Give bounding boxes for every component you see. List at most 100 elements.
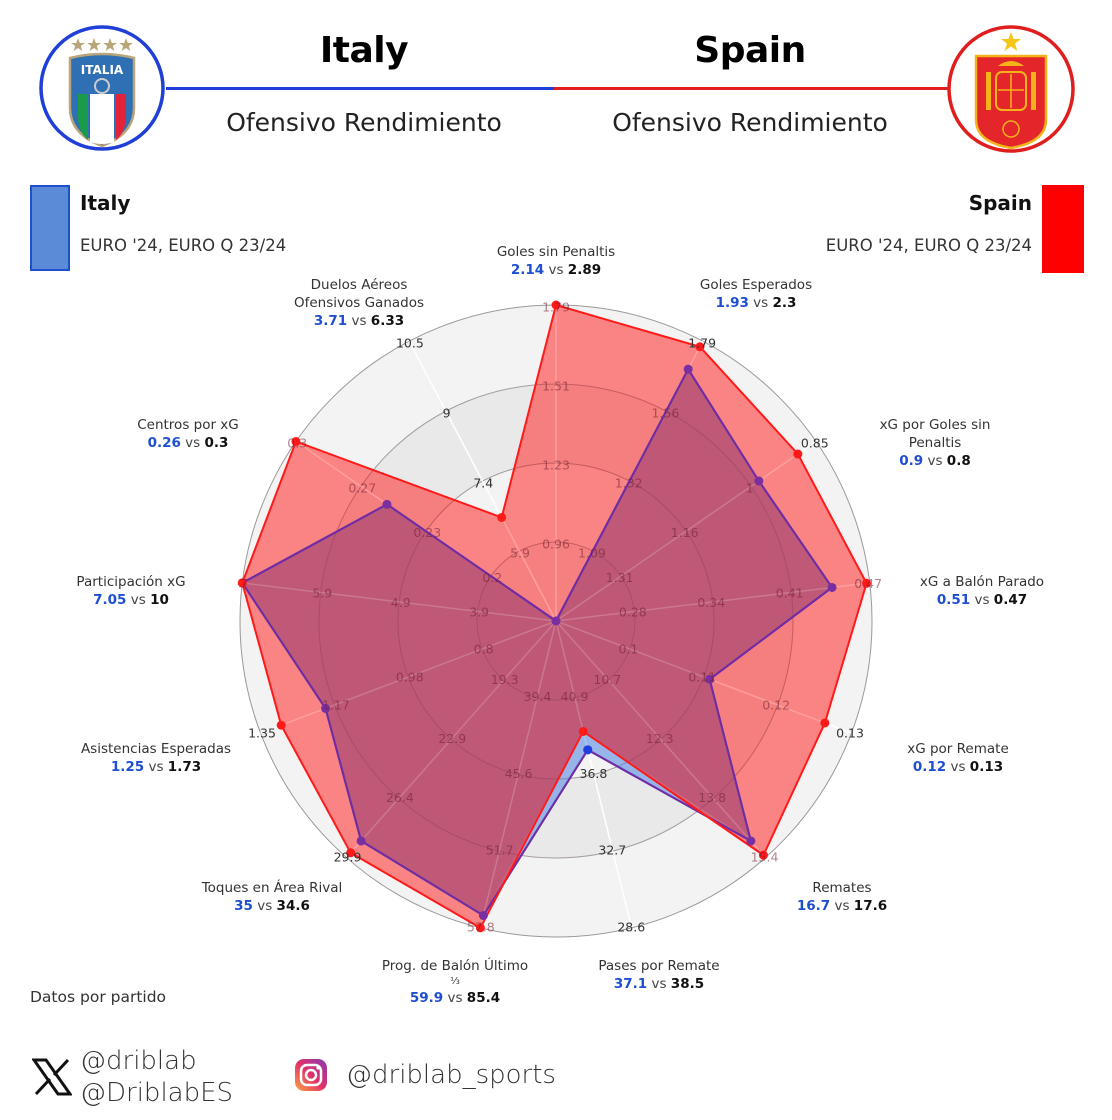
metric-values: 35 vs 34.6 [162, 897, 382, 915]
ring-tick-label: 0.96 [542, 537, 570, 552]
metric-name: Duelos Aéreos [310, 277, 408, 293]
metric-label: xG por Remate 0.12 vs 0.13 [848, 740, 1068, 776]
italy-value: 0.26 [147, 435, 181, 451]
spain-legend-competitions: EURO '24, EURO Q 23/24 [825, 236, 1032, 255]
x-logo-icon [31, 1058, 73, 1096]
ring-tick-label: 1.31 [606, 570, 634, 585]
spain-point [758, 850, 768, 860]
ring-tick-label: 40.9 [561, 689, 589, 704]
vs-text: vs [970, 592, 994, 608]
metric-name: Goles Esperados [699, 277, 813, 293]
spain-point [862, 578, 872, 588]
ring-tick-label: 19.3 [491, 672, 519, 687]
radar-spoke-overlay [555, 620, 852, 734]
vs-text: vs [946, 759, 970, 775]
metric-label: Prog. de Balón Último ⅓ 59.9 vs 85.4 [345, 957, 565, 1007]
ring-tick-label: 0.11 [688, 669, 716, 684]
svg-text:ITALIA: ITALIA [81, 63, 124, 77]
ring-tick-label: 12.3 [646, 731, 674, 746]
ring-tick-label: 0.2 [482, 570, 502, 585]
spain-point [237, 578, 247, 588]
metric-name-line2: Penaltis [908, 435, 962, 451]
italy-point [705, 674, 715, 684]
metric-label: xG a Balón Parado 0.51 vs 0.47 [872, 573, 1092, 609]
instagram-handle[interactable]: @driblab_sports [346, 1060, 556, 1090]
ring-tick-label: 45.6 [505, 766, 533, 781]
vs-text: vs [180, 435, 205, 451]
italy-legend-competitions: EURO '24, EURO Q 23/24 [80, 236, 287, 255]
ring-tick-label: 57.8 [467, 919, 495, 934]
spain-value: 17.6 [853, 898, 888, 914]
ring-tick-label: 15.4 [751, 849, 779, 864]
metric-label: Toques en Área Rival 35 vs 34.6 [162, 879, 382, 915]
ring-tick-label: 10.5 [396, 336, 424, 351]
ring-tick-label: 1.56 [651, 406, 679, 421]
radar-ring-overlay [476, 541, 636, 701]
metric-name: Participación xG [76, 574, 186, 590]
ring-tick-label: 0.41 [776, 586, 804, 601]
spain-value: 2.89 [567, 262, 602, 278]
metric-label: Participación xG 7.05 vs 10 [21, 573, 241, 609]
radar-ring-overlay [397, 462, 715, 780]
italy-crest-icon: ITALIA [39, 25, 165, 151]
spain-point [820, 718, 830, 728]
ring-tick-label: 3.9 [469, 605, 489, 620]
metric-values: 16.7 vs 17.6 [732, 897, 952, 915]
spain-area [242, 305, 867, 928]
metric-values: 0.9 vs 0.8 [825, 452, 1045, 470]
metric-values: 1.93 vs 2.3 [646, 294, 866, 312]
metric-name: xG por Remate [907, 741, 1009, 757]
ring-tick-label: 0.85 [801, 435, 829, 450]
spain-point [793, 449, 803, 459]
spain-value: 1.73 [167, 759, 202, 775]
spain-legend-name: Spain [968, 191, 1032, 215]
vs-text: vs [544, 262, 568, 278]
ring-tick-label: 1.16 [671, 525, 699, 540]
ring-tick-label: 0.12 [762, 697, 790, 712]
italy-crest: ITALIA [38, 24, 166, 152]
metric-name-line2: Ofensivos Ganados [293, 295, 425, 311]
radar-spoke-overlay [345, 620, 557, 859]
spain-point [291, 436, 301, 446]
spain-value: 34.6 [276, 898, 310, 914]
spain-point [551, 300, 561, 310]
metric-values: 0.12 vs 0.13 [848, 758, 1068, 776]
ring-tick-label: 26.4 [386, 790, 414, 805]
ring-tick-label: 36.8 [580, 766, 608, 781]
spain-crest-icon [947, 25, 1075, 153]
metric-values: 0.51 vs 0.47 [872, 591, 1092, 609]
italy-value: 0.12 [912, 759, 947, 775]
per-match-note: Datos por partido [30, 988, 167, 1006]
spain-point [276, 720, 286, 730]
spain-crest [946, 24, 1076, 154]
italy-value: 16.7 [796, 898, 831, 914]
radar-spoke-overlay [479, 620, 557, 928]
metric-label: Asistencias Esperadas 1.25 vs 1.73 [46, 740, 266, 776]
ring-tick-label: 5.9 [312, 586, 332, 601]
radar-spoke-overlay [555, 620, 633, 928]
x-handle-1[interactable]: @driblab [80, 1046, 197, 1076]
ring-tick-label: 0.13 [836, 725, 864, 740]
metric-name: Prog. de Balón Último [381, 958, 529, 974]
radar-spoke-overlay [555, 440, 817, 622]
metric-label: Goles sin Penaltis 2.14 vs 2.89 [446, 243, 666, 279]
italy-point [551, 616, 561, 626]
ring-tick-label: 0.98 [396, 669, 424, 684]
vs-text: vs [647, 976, 671, 992]
italy-value: 1.25 [110, 759, 145, 775]
spain-value: 10 [150, 592, 169, 608]
ring-tick-label: 1.79 [542, 300, 570, 315]
x-handle-2[interactable]: @DriblabES [80, 1078, 234, 1108]
spain-value: 0.13 [969, 759, 1004, 775]
italy-value: 1.93 [715, 295, 749, 311]
italy-point [827, 582, 837, 592]
spain-point [497, 512, 507, 522]
ring-tick-label: 7.4 [473, 475, 493, 490]
ring-tick-label: 13.8 [698, 790, 726, 805]
italy-point [382, 499, 392, 509]
ring-tick-label: 1 [746, 480, 754, 495]
ring-tick-label: 10.7 [593, 672, 621, 687]
spain-value: 85.4 [466, 990, 501, 1006]
metric-values: 37.1 vs 38.5 [549, 975, 769, 993]
